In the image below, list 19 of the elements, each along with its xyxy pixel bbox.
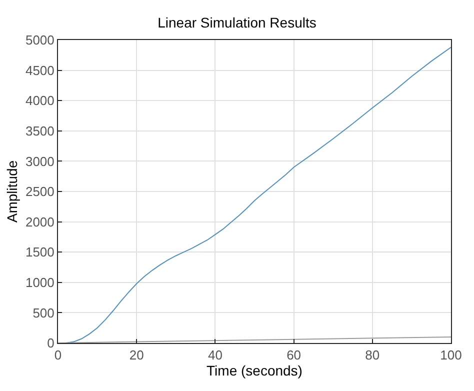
x-tick-label: 60 — [286, 348, 302, 363]
chart-title: Linear Simulation Results — [158, 14, 316, 30]
y-tick-label: 2000 — [25, 214, 54, 230]
y-tick-label: 1000 — [25, 274, 54, 290]
x-axis-title: Time (seconds) — [206, 362, 302, 379]
x-tick-label: 80 — [365, 348, 380, 363]
y-tick-label: 2500 — [25, 184, 54, 200]
y-tick-label: 1500 — [25, 244, 54, 260]
x-tick-label: 100 — [440, 348, 462, 363]
y-tick-label: 3500 — [25, 123, 54, 138]
y-tick-label: 4000 — [25, 93, 54, 108]
y-tick-label: 5000 — [25, 32, 54, 48]
x-tick-label: 20 — [129, 348, 144, 363]
y-tick-label: 3000 — [25, 154, 54, 169]
x-tick-label: 40 — [208, 348, 222, 363]
y-tick-label: 500 — [32, 305, 54, 320]
y-axis-title: Amplitude — [4, 160, 20, 223]
y-tick-label: 0 — [47, 336, 54, 351]
y-tick-label: 4500 — [25, 62, 54, 78]
